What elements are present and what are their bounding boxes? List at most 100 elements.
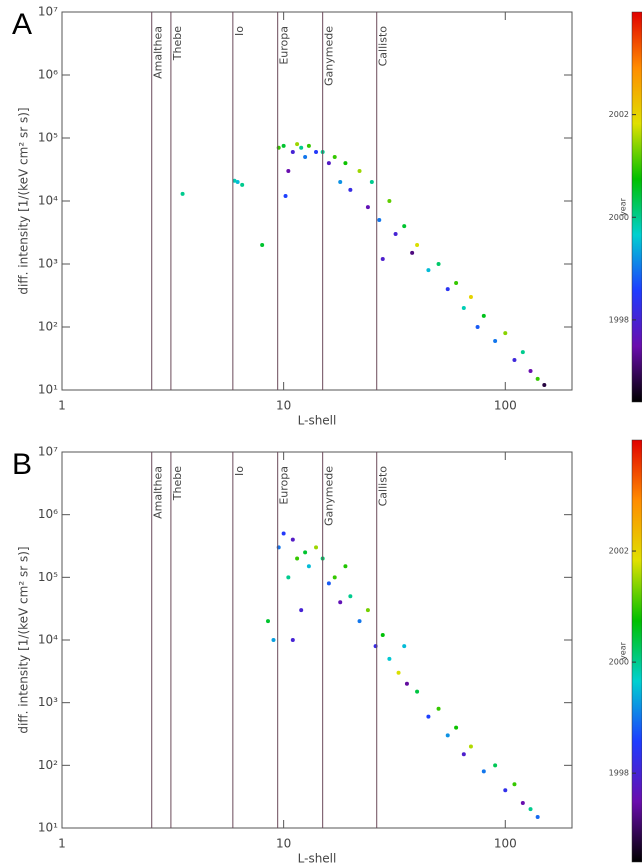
data-point (235, 180, 240, 185)
data-point (461, 752, 466, 757)
moon-label: Ganymede (323, 26, 336, 86)
x-tick-label: 10 (276, 837, 291, 851)
moon-label: Callisto (377, 466, 390, 507)
data-point (377, 217, 382, 222)
y-tick-label: 10¹ (38, 821, 58, 835)
data-point (271, 638, 276, 642)
y-tick-label: 10³ (38, 695, 58, 709)
y-axis-label: diff. intensity [1/(keV cm² sr s)] (17, 546, 31, 733)
data-point (303, 550, 308, 555)
data-point (415, 243, 420, 248)
data-point (393, 231, 398, 236)
data-point (348, 594, 353, 599)
data-point (306, 143, 311, 148)
moon-label: Thebe (171, 466, 184, 501)
moon-label: Io (233, 466, 246, 476)
data-point (338, 180, 343, 185)
data-point (303, 154, 308, 159)
data-point (436, 706, 441, 711)
data-point (426, 268, 431, 273)
data-point (332, 575, 337, 580)
colorbar-label: year (619, 197, 628, 216)
data-point (357, 619, 362, 624)
data-point (481, 769, 486, 774)
data-point (402, 224, 407, 229)
x-axis-label: L-shell (298, 852, 337, 866)
data-point (380, 633, 385, 638)
colorbar (631, 439, 642, 863)
x-tick-label: 100 (494, 399, 517, 413)
data-point (387, 199, 392, 203)
moon-label: Europa (278, 26, 291, 65)
data-point (290, 149, 295, 154)
data-point (402, 644, 407, 649)
y-tick-label: 10⁴ (38, 633, 58, 647)
data-point (299, 145, 304, 150)
data-point (240, 182, 245, 187)
colorbar-label: year (619, 641, 628, 660)
data-point (542, 383, 547, 388)
data-point (369, 180, 374, 185)
data-point (365, 608, 370, 613)
moon-label: Ganymede (323, 466, 336, 526)
data-point (535, 376, 540, 381)
data-point (503, 788, 508, 793)
data-point (512, 357, 517, 362)
data-point (260, 243, 265, 248)
data-point (454, 280, 459, 285)
y-tick-label: 10⁴ (38, 194, 58, 208)
data-point (503, 331, 508, 336)
moon-label: Amalthea (152, 26, 165, 79)
data-point (410, 250, 415, 255)
data-point (445, 287, 450, 292)
data-point (180, 191, 185, 196)
data-point (461, 306, 466, 311)
colorbar-tick-label: 1998 (609, 769, 629, 778)
data-point (232, 178, 237, 183)
data-point (314, 149, 319, 154)
panel-label: B (12, 448, 32, 481)
y-tick-label: 10⁵ (38, 131, 58, 145)
x-tick-label: 1 (58, 837, 66, 851)
data-point (436, 262, 441, 266)
data-point (520, 350, 525, 355)
data-point (265, 619, 270, 624)
data-point (493, 763, 498, 768)
data-point (468, 744, 473, 749)
colorbar-tick-label: 1998 (609, 315, 629, 324)
data-point (281, 143, 286, 148)
x-tick-label: 100 (494, 837, 517, 851)
data-point (314, 545, 319, 550)
y-tick-label: 10⁷ (38, 5, 58, 19)
x-axis-label: L-shell (298, 414, 337, 428)
data-point (338, 600, 343, 605)
data-point (343, 161, 348, 166)
data-point (290, 537, 295, 542)
data-point (415, 689, 420, 694)
plot-frame (61, 451, 573, 829)
moon-label: Europa (278, 466, 291, 505)
moon-label: Thebe (171, 26, 184, 61)
data-point (343, 564, 348, 569)
data-point (426, 714, 431, 719)
data-point (512, 782, 517, 787)
plot-frame (61, 11, 573, 391)
moon-label: Callisto (377, 26, 390, 67)
data-point (404, 681, 409, 686)
data-point (468, 294, 473, 299)
data-point (387, 656, 392, 661)
data-point (365, 205, 370, 210)
data-point (299, 608, 304, 613)
data-point (281, 531, 286, 536)
x-tick-label: 10 (276, 399, 291, 413)
data-point (380, 257, 385, 262)
colorbar-tick-label: 2000 (609, 658, 629, 667)
y-tick-label: 10⁶ (38, 507, 58, 521)
y-tick-label: 10⁷ (38, 445, 58, 459)
y-tick-label: 10² (38, 758, 58, 772)
data-point (445, 733, 450, 738)
colorbar-tick-label: 2002 (609, 110, 629, 119)
data-point (332, 154, 337, 159)
colorbar (631, 11, 642, 403)
data-point (520, 801, 525, 806)
